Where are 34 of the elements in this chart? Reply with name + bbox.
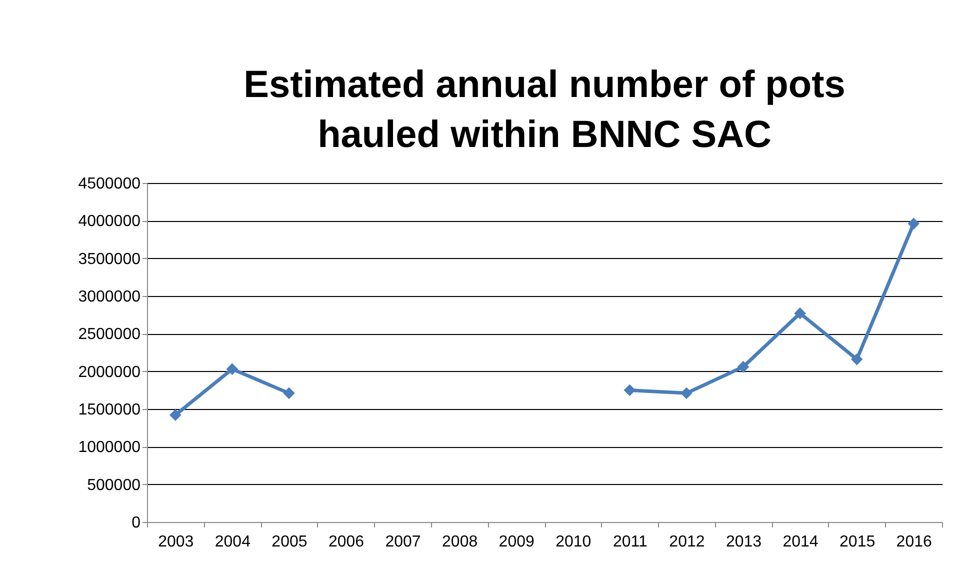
x-tick-label: 2010 [556,534,592,550]
y-tick-label: 2500000 [78,326,141,344]
x-tick-label: 2013 [726,534,762,550]
y-tick-label: 3000000 [78,288,141,306]
point [624,384,636,396]
y-tick-label: 1000000 [78,439,141,456]
point [794,307,806,320]
y-tick-label: 4500000 [78,176,141,192]
x-tick-label: 2012 [669,534,705,550]
x-tick-label: 2007 [385,534,421,550]
point [680,387,692,400]
x-tick-label: 2009 [498,534,535,550]
x-tick-label: 2011 [612,534,648,550]
point [737,360,750,373]
x-tick-label: 2004 [214,534,251,550]
x-tick-label: 2015 [840,534,876,550]
y-tick-label: 2000000 [78,364,141,381]
y-tick-label: 4000000 [78,213,141,230]
y-tick-label: 1500000 [78,402,141,418]
point [850,353,863,366]
x-tick-label: 2005 [272,534,308,550]
y-tick-label: 500000 [87,476,141,494]
x-tick-label: 2003 [158,534,194,550]
y-tick-label: 0 [132,514,141,532]
point [169,409,182,421]
point [908,218,920,230]
x-tick-label: 2006 [328,534,364,550]
y-tick-label: 3500000 [78,250,141,268]
x-tick-label: 2014 [782,534,818,550]
chart-title: Estimated annual number of pots hauled within BNNC SAC [244,64,846,156]
x-tick-label: 2008 [442,534,478,550]
point [226,363,238,375]
x-tick-label: 2016 [896,534,932,550]
point [283,387,295,400]
